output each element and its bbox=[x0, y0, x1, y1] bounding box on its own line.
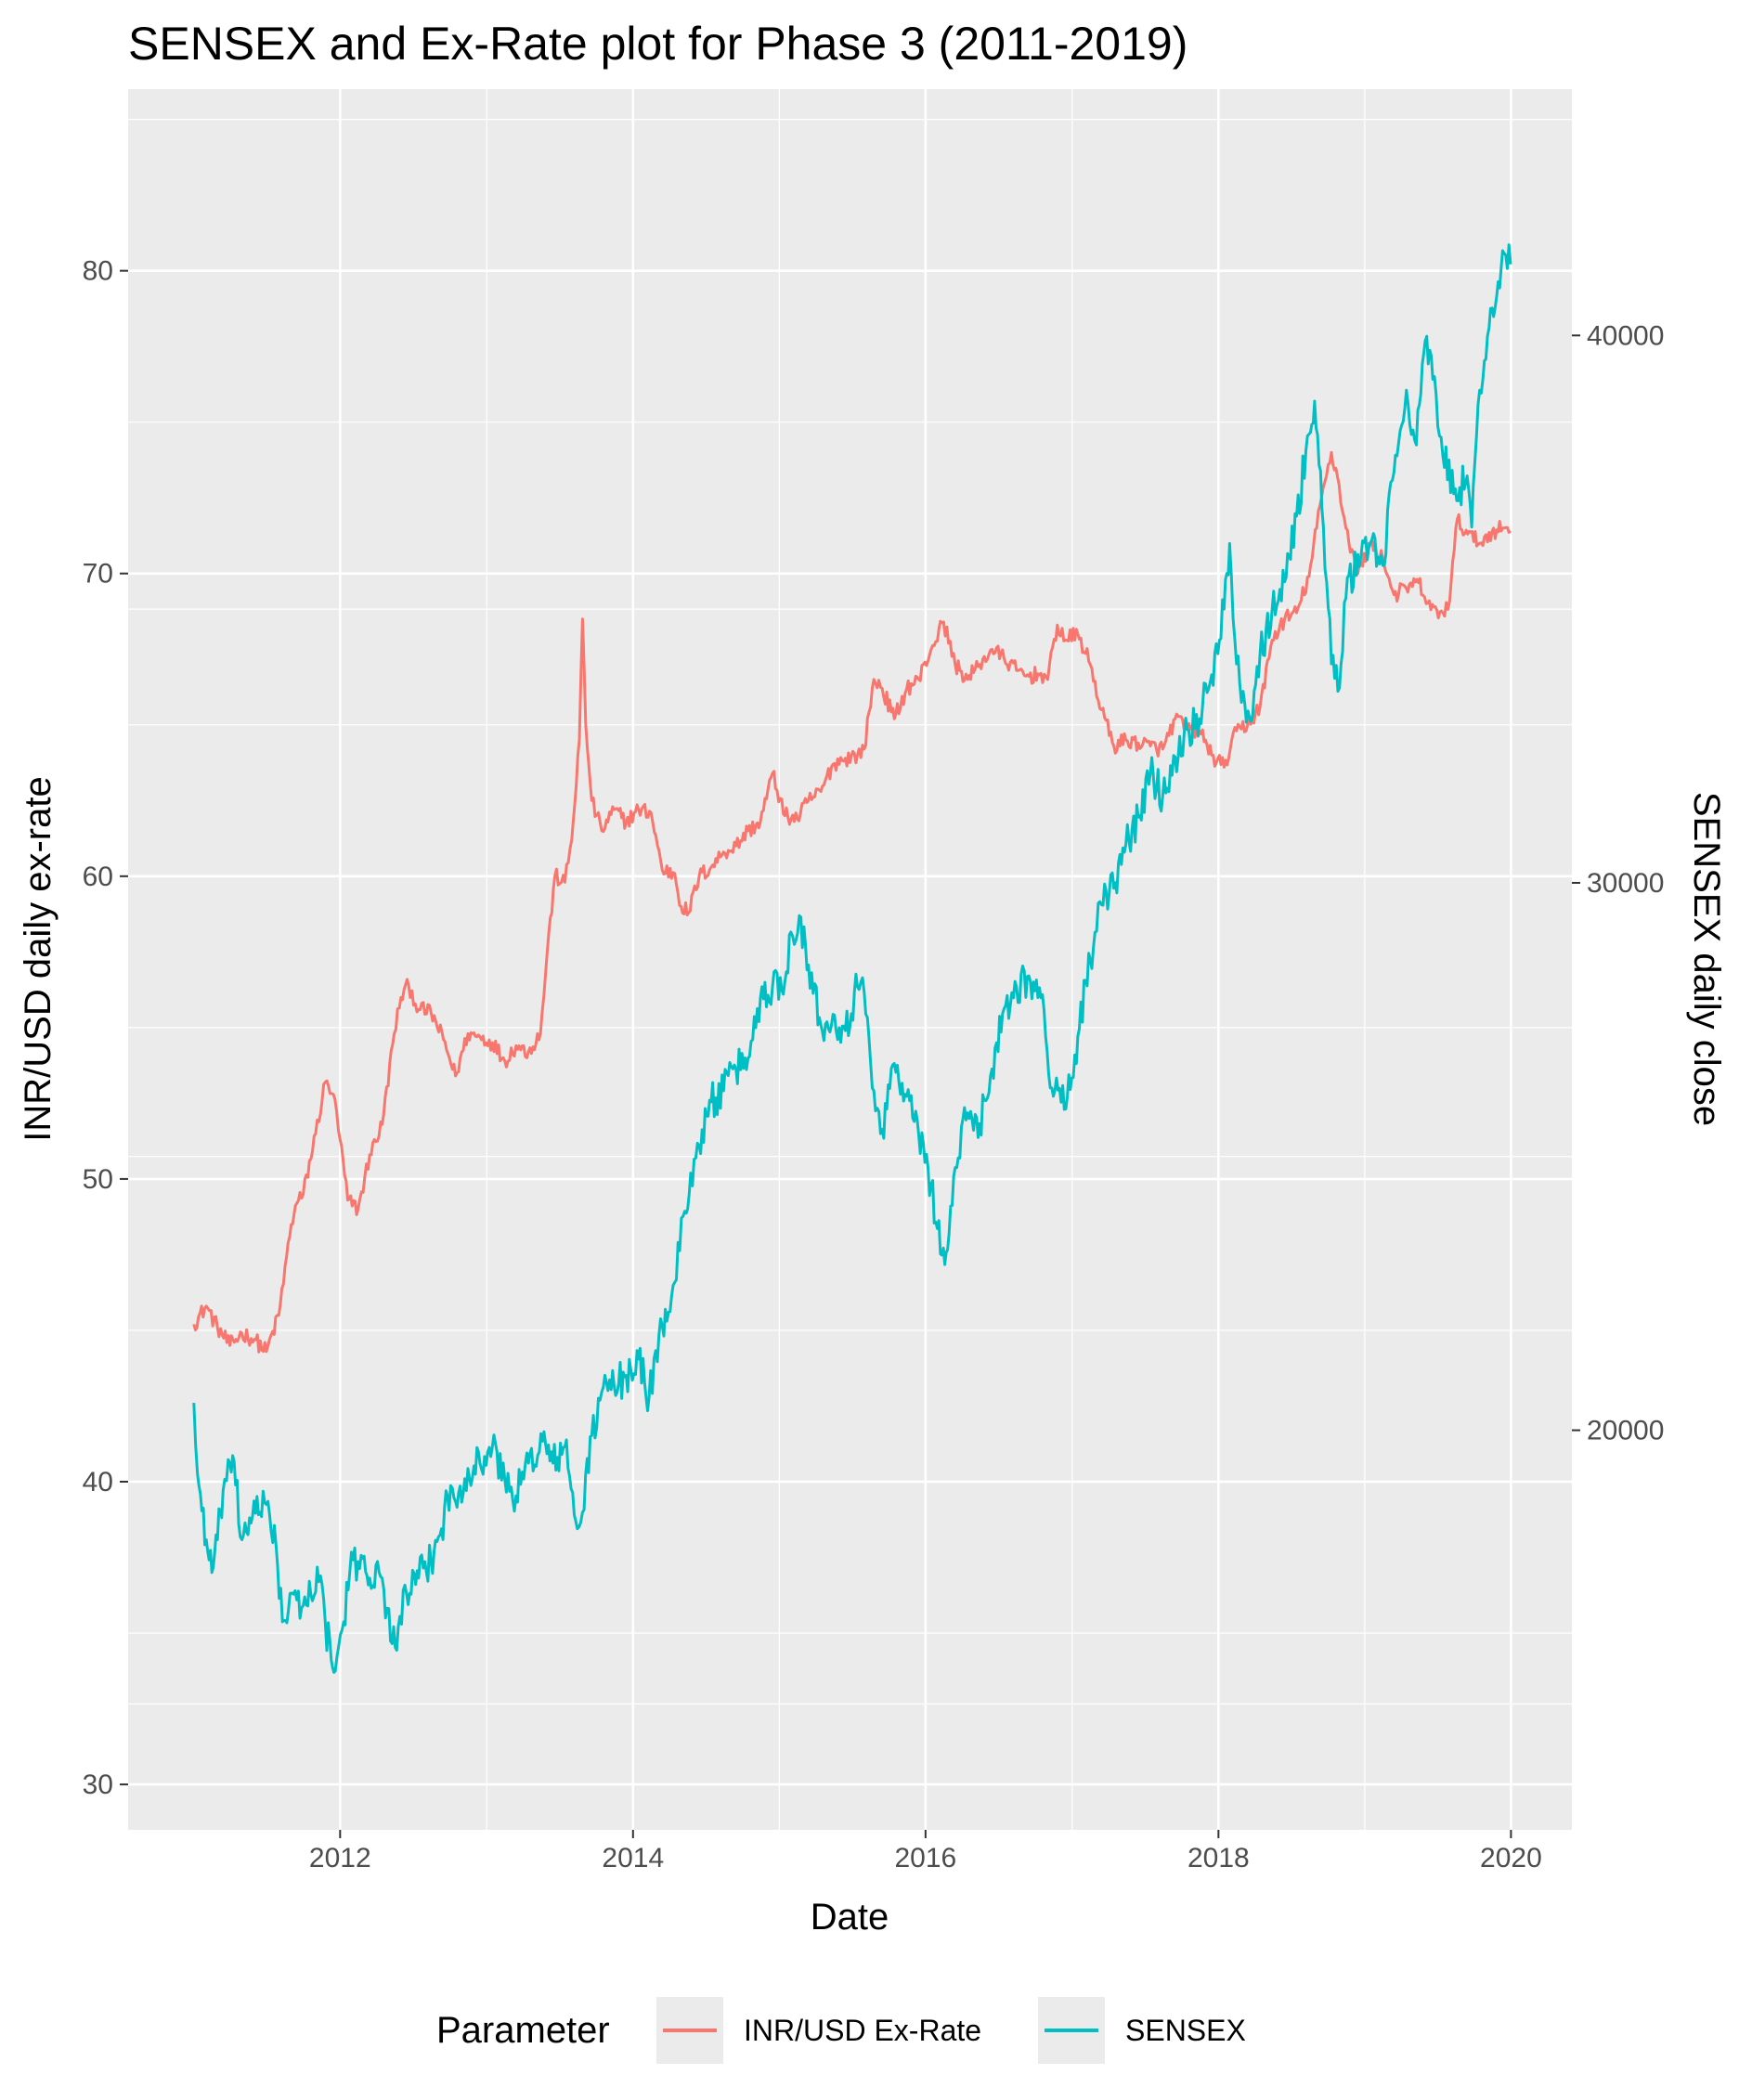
plot-panel bbox=[128, 89, 1572, 1830]
grid-minor bbox=[128, 89, 1572, 1830]
y2-tick-label-1: 30000 bbox=[1587, 868, 1664, 899]
x-axis-title: Date bbox=[811, 1897, 889, 1938]
legend-item-sensex: SENSEX bbox=[1038, 1997, 1246, 2064]
legend: Parameter INR/USD Ex-Rate SENSEX bbox=[436, 1997, 1246, 2064]
series-line-sensex bbox=[192, 243, 1512, 1674]
x-tick-label-1: 2014 bbox=[602, 1843, 664, 1873]
legend-item-exrate: INR/USD Ex-Rate bbox=[656, 1997, 981, 2064]
grid-major bbox=[128, 89, 1572, 1830]
series-lines bbox=[192, 243, 1512, 1674]
legend-label-sensex: SENSEX bbox=[1125, 2014, 1246, 2047]
y2-tick-label-0: 20000 bbox=[1587, 1416, 1664, 1446]
y-tick-label-3: 60 bbox=[83, 862, 113, 892]
y-tick-label-0: 30 bbox=[83, 1769, 113, 1800]
y-axis-title: INR/USD daily ex-rate bbox=[18, 776, 58, 1141]
legend-label-exrate: INR/USD Ex-Rate bbox=[744, 2014, 981, 2047]
x-tick-label-2: 2016 bbox=[894, 1843, 956, 1873]
x-tick-label-3: 2018 bbox=[1187, 1843, 1250, 1873]
x-tick-label-4: 2020 bbox=[1480, 1843, 1542, 1873]
y-axis-ticks: 30 40 50 60 70 80 bbox=[83, 256, 128, 1800]
x-axis-ticks: 2012 2014 2016 2018 2020 bbox=[309, 1830, 1542, 1873]
y-tick-label-2: 50 bbox=[83, 1164, 113, 1195]
y-tick-label-5: 80 bbox=[83, 256, 113, 287]
x-tick-label-0: 2012 bbox=[309, 1843, 371, 1873]
y-tick-label-4: 70 bbox=[83, 559, 113, 590]
y2-tick-label-2: 40000 bbox=[1587, 320, 1664, 351]
y2-axis-ticks: 20000 30000 40000 bbox=[1572, 320, 1664, 1446]
legend-title: Parameter bbox=[436, 2010, 610, 2051]
y-tick-label-1: 40 bbox=[83, 1467, 113, 1497]
series-line-exrate bbox=[192, 450, 1512, 1354]
chart-title: SENSEX and Ex-Rate plot for Phase 3 (201… bbox=[128, 18, 1187, 70]
y2-axis-title: SENSEX daily close bbox=[1686, 792, 1727, 1126]
